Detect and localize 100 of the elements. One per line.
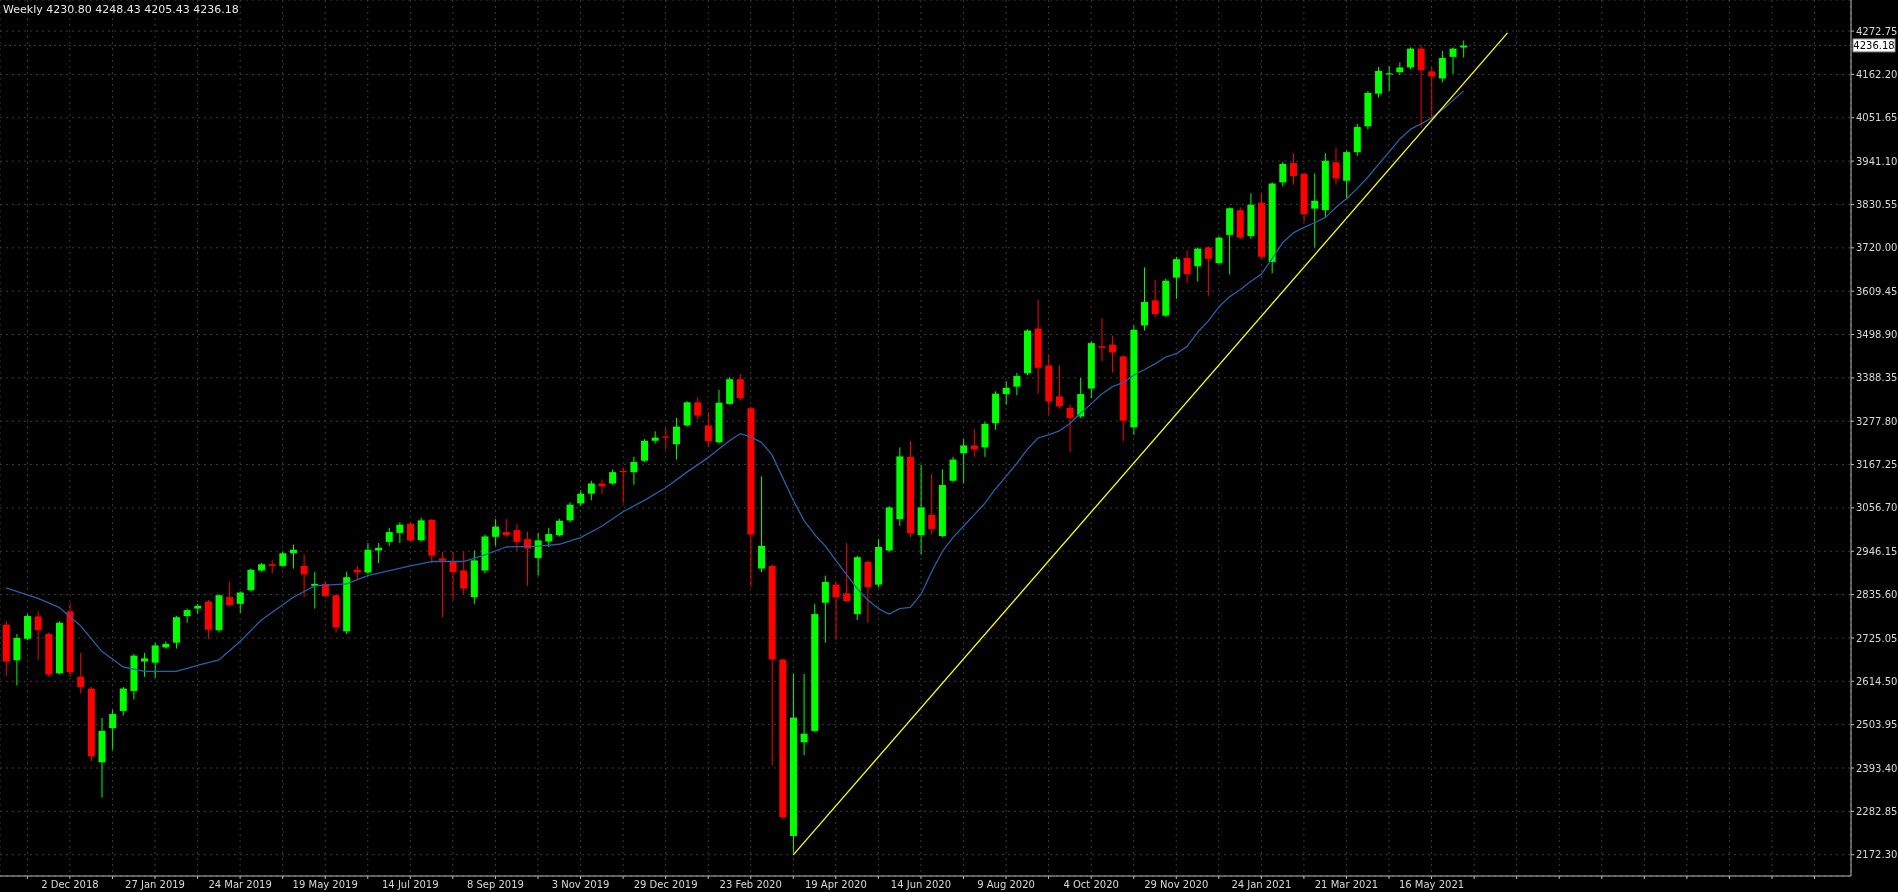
candlestick — [1311, 172, 1319, 248]
y-tick-label: 2172.30 — [1856, 849, 1898, 861]
candlestick — [460, 551, 468, 595]
candlestick — [1098, 317, 1106, 362]
candlestick — [513, 523, 521, 552]
candlestick — [1385, 65, 1393, 92]
candlestick — [119, 686, 127, 717]
x-tick-label: 23 Feb 2020 — [719, 879, 782, 891]
candlestick — [77, 652, 85, 695]
candlestick — [534, 532, 542, 577]
candlestick — [13, 633, 21, 686]
candlestick — [694, 396, 702, 421]
candlestick — [1449, 46, 1457, 75]
candlestick — [641, 438, 649, 463]
candlestick — [1066, 404, 1074, 453]
candlestick — [375, 542, 383, 564]
y-tick-label: 2614.50 — [1856, 675, 1898, 687]
candlestick — [587, 480, 595, 501]
y-tick-label: 2282.85 — [1856, 805, 1898, 817]
candlestick — [949, 456, 957, 483]
candlestick — [928, 473, 936, 535]
y-tick-label: 2393.40 — [1856, 762, 1898, 774]
candlestick — [396, 521, 404, 544]
candlestick — [821, 575, 829, 644]
x-tick-label: 3 Nov 2019 — [551, 879, 610, 891]
x-tick-label: 27 Jan 2019 — [125, 879, 185, 891]
x-tick-label: 4 Oct 2020 — [1063, 879, 1119, 891]
candlestick — [1332, 147, 1340, 186]
candlestick — [1141, 266, 1149, 332]
candlestick — [736, 373, 744, 402]
y-tick-label: 4162.20 — [1856, 68, 1898, 80]
candlestick — [1194, 246, 1202, 283]
y-tick-label: 3056.70 — [1856, 502, 1898, 514]
y-tick-label: 3167.25 — [1856, 459, 1898, 471]
candlestick — [704, 411, 712, 448]
candlestick — [1375, 66, 1383, 99]
candlestick — [960, 438, 968, 484]
candlestick — [24, 613, 32, 641]
y-tick-label: 2503.95 — [1856, 719, 1898, 731]
x-tick-label: 29 Dec 2019 — [633, 879, 698, 891]
y-tick-label: 3388.35 — [1856, 372, 1898, 384]
y-tick-label: 3277.80 — [1856, 415, 1898, 427]
candlestick — [1151, 279, 1159, 318]
candlestick — [1183, 249, 1191, 284]
line-series — [5, 90, 1465, 672]
x-tick-label: 14 Jul 2019 — [382, 879, 439, 891]
candlestick — [1438, 50, 1446, 83]
candlestick — [662, 427, 670, 450]
candlestick — [300, 553, 308, 598]
x-tick-label: 24 Jan 2021 — [1231, 879, 1292, 891]
x-tick-label: 29 Nov 2020 — [1144, 879, 1209, 891]
y-tick-label: 2835.60 — [1856, 589, 1898, 601]
x-tick-label: 21 Mar 2021 — [1314, 879, 1379, 891]
x-tick-label: 2 Dec 2018 — [41, 879, 99, 891]
candlestick — [843, 542, 851, 603]
candlestick — [34, 610, 42, 661]
candlestick — [1002, 380, 1010, 406]
candlestick — [1406, 46, 1414, 70]
candlestick — [970, 428, 978, 458]
chart-title: Weekly 4230.80 4248.43 4205.43 4236.18 — [3, 3, 239, 16]
candlestick — [1279, 161, 1287, 188]
candlestick — [630, 456, 638, 486]
y-tick-label: 3941.10 — [1856, 155, 1898, 167]
y-tick-label: 2946.15 — [1856, 545, 1898, 557]
candlestick — [236, 590, 244, 614]
candlestick — [981, 421, 989, 458]
x-tick-label: 19 May 2019 — [292, 879, 358, 891]
x-tick-label: 9 Aug 2020 — [977, 879, 1035, 891]
candlestick — [183, 608, 191, 624]
candlestick — [141, 652, 149, 678]
candlestick — [800, 673, 808, 756]
candlestick — [832, 580, 840, 641]
y-tick-label: 2725.05 — [1856, 632, 1898, 644]
x-tick-label: 24 Mar 2019 — [208, 879, 272, 891]
candlestick — [247, 568, 255, 592]
candlestick — [492, 518, 500, 547]
candlestick — [226, 581, 234, 607]
candlestick — [758, 475, 766, 573]
candlestick — [385, 527, 393, 547]
y-tick-label: 4051.65 — [1856, 112, 1898, 124]
candlestick — [1417, 44, 1425, 129]
x-tick-label: 19 Apr 2020 — [804, 879, 867, 891]
candlestick — [449, 551, 457, 601]
candlestick — [1204, 245, 1212, 297]
candlestick — [672, 417, 680, 461]
y-tick-label: 3830.55 — [1856, 199, 1898, 211]
x-tick-label: 8 Sep 2019 — [466, 879, 524, 891]
y-tick-label: 3498.90 — [1856, 329, 1898, 341]
candlestick — [545, 527, 553, 548]
candlestick — [524, 531, 532, 587]
candlestick — [109, 709, 117, 751]
candlestick — [1172, 256, 1180, 300]
candlestick — [1428, 66, 1436, 120]
candlestick — [1109, 335, 1117, 374]
ref-line-label: 4236.18 — [1853, 39, 1895, 51]
candlestick — [438, 551, 446, 618]
candlestick — [598, 479, 606, 495]
candlestick — [407, 521, 414, 543]
candlestick — [151, 642, 159, 679]
candlestick — [683, 400, 691, 428]
